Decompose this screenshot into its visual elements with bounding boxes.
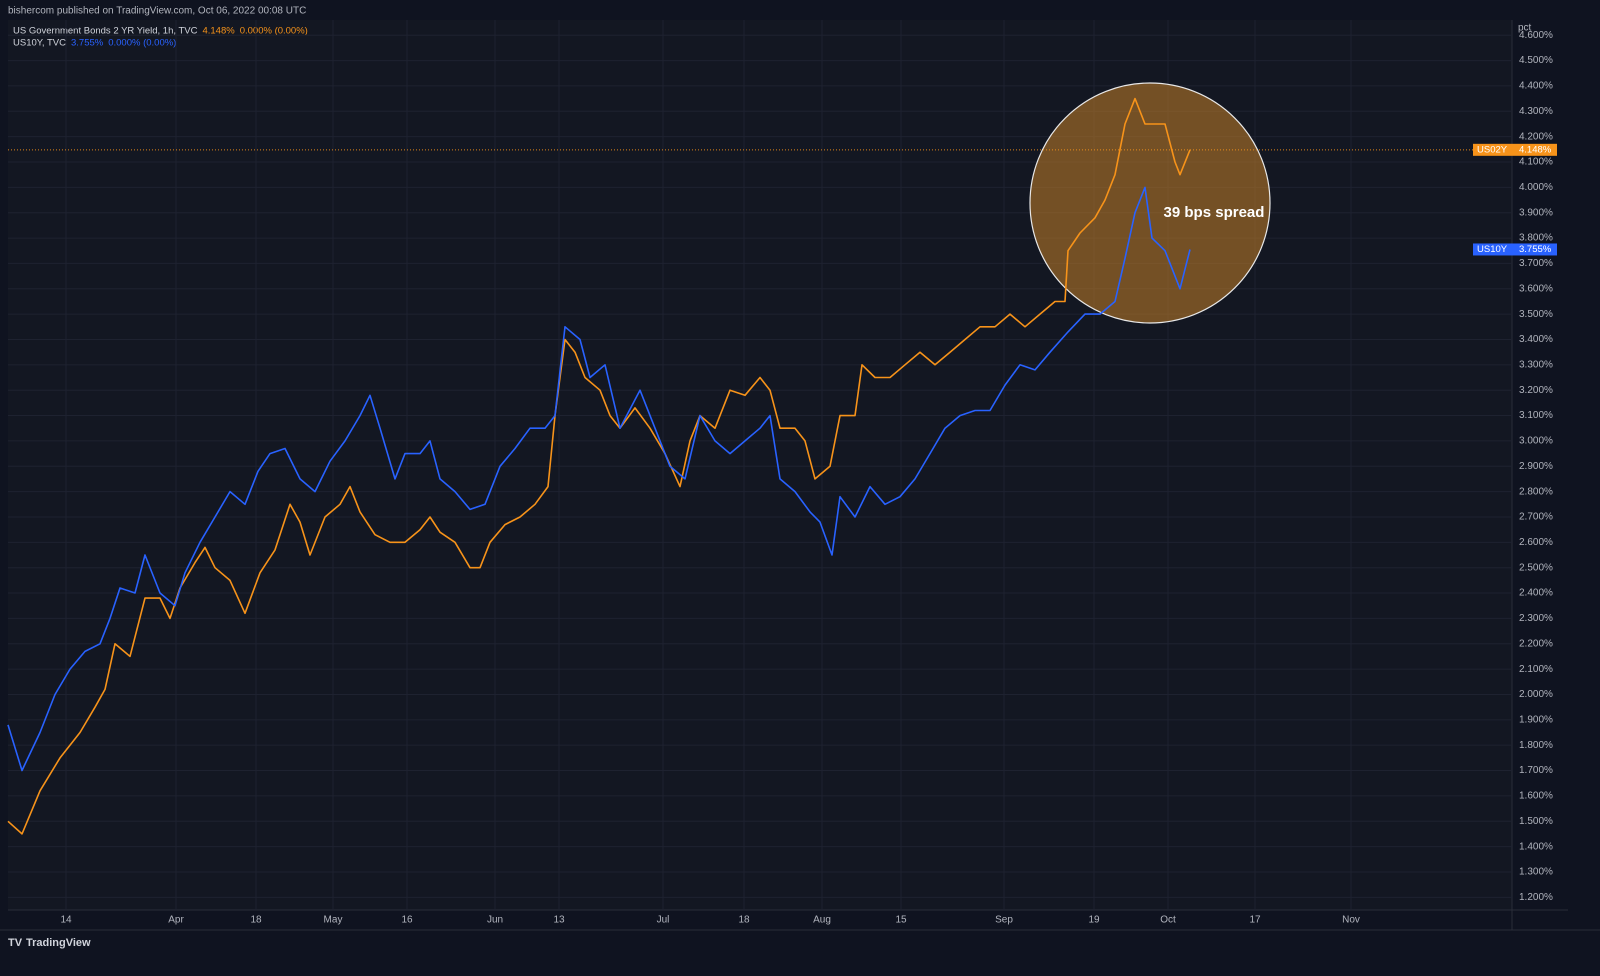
x-tick-label: 18 — [250, 915, 262, 926]
x-tick-label: 14 — [60, 915, 72, 926]
x-tick-label: Apr — [168, 915, 184, 926]
x-tick-label: 16 — [401, 915, 413, 926]
legend-name: US10Y, TVC — [13, 38, 66, 49]
price-badge-symbol: US02Y — [1477, 144, 1508, 155]
y-tick-label: 2.300% — [1519, 613, 1553, 624]
annotation: 39 bps spread — [1164, 204, 1265, 221]
y-tick-label: 4.300% — [1519, 106, 1553, 117]
y-tick-label: 2.200% — [1519, 638, 1553, 649]
x-tick-label: Sep — [995, 915, 1013, 926]
y-tick-label: 2.400% — [1519, 588, 1553, 599]
y-tick-label: 4.000% — [1519, 182, 1553, 193]
legend-value: 4.148% — [202, 26, 235, 37]
legend: US Government Bonds 2 YR Yield, 1h, TVC 4… — [13, 26, 308, 49]
y-tick-label: 1.500% — [1519, 816, 1553, 827]
y-tick-label: 3.200% — [1519, 385, 1553, 396]
y-tick-label: 4.500% — [1519, 55, 1553, 66]
legend-change: 0.000% (0.00%) — [108, 38, 176, 49]
plot-area — [8, 20, 1512, 910]
y-tick-label: 3.000% — [1519, 436, 1553, 447]
series-line — [7, 97, 1191, 835]
legend-value: 3.755% — [71, 38, 104, 49]
y-axis-label: pct — [1518, 23, 1532, 34]
y-tick-label: 3.400% — [1519, 334, 1553, 345]
y-tick-label: 4.100% — [1519, 157, 1553, 168]
x-tick-label: Oct — [1160, 915, 1176, 926]
y-tick-label: 1.800% — [1519, 740, 1553, 751]
price-badge — [1473, 243, 1557, 256]
price-badge-value: 3.755% — [1519, 244, 1552, 255]
y-tick-label: 1.300% — [1519, 867, 1553, 878]
footer-logo: TV — [8, 937, 23, 949]
x-tick-label: 19 — [1088, 915, 1100, 926]
price-badge-value: 4.148% — [1519, 144, 1552, 155]
y-tick-label: 3.500% — [1519, 309, 1553, 320]
y-tick-label: 2.100% — [1519, 664, 1553, 675]
y-tick-label: 4.400% — [1519, 81, 1553, 92]
y-tick-label: 4.200% — [1519, 131, 1553, 142]
y-tick-label: 3.100% — [1519, 410, 1553, 421]
y-tick-label: 3.700% — [1519, 258, 1553, 269]
y-tick-label: 2.700% — [1519, 512, 1553, 523]
price-badge-symbol: US10Y — [1477, 244, 1508, 255]
x-tick-label: Aug — [813, 915, 831, 926]
y-tick-label: 1.900% — [1519, 714, 1553, 725]
x-tick-label: May — [324, 915, 343, 926]
y-tick-label: 2.600% — [1519, 537, 1553, 548]
x-tick-label: Jun — [487, 915, 503, 926]
y-tick-label: 3.800% — [1519, 233, 1553, 244]
y-tick-label: 3.600% — [1519, 283, 1553, 294]
price-badge — [1473, 143, 1557, 156]
series-line — [7, 186, 1191, 772]
x-tick-label: 18 — [738, 915, 750, 926]
y-tick-label: 1.700% — [1519, 765, 1553, 776]
legend-name: US Government Bonds 2 YR Yield, 1h, TVC — [13, 26, 198, 37]
x-tick-label: 13 — [553, 915, 565, 926]
y-tick-label: 3.900% — [1519, 207, 1553, 218]
y-tick-label: 2.900% — [1519, 461, 1553, 472]
y-tick-label: 1.200% — [1519, 892, 1553, 903]
y-tick-label: 1.600% — [1519, 791, 1553, 802]
y-tick-label: 1.400% — [1519, 841, 1553, 852]
y-tick-label: 2.000% — [1519, 689, 1553, 700]
y-tick-label: 2.500% — [1519, 562, 1553, 573]
x-tick-label: 15 — [895, 915, 907, 926]
footer-brand: TradingView — [26, 937, 91, 949]
legend-change: 0.000% (0.00%) — [240, 26, 308, 37]
x-tick-label: Jul — [657, 915, 670, 926]
header: bishercom published on TradingView.com, … — [8, 6, 306, 17]
highlight-circle — [1029, 82, 1271, 324]
x-tick-label: Nov — [1342, 915, 1360, 926]
y-tick-label: 2.800% — [1519, 486, 1553, 497]
y-tick-label: 4.600% — [1519, 30, 1553, 41]
y-tick-label: 3.300% — [1519, 359, 1553, 370]
x-tick-label: 17 — [1249, 915, 1261, 926]
